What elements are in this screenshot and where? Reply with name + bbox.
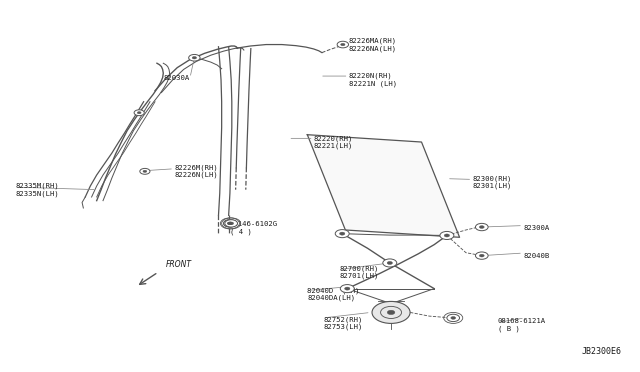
Text: 82030A: 82030A — [164, 75, 190, 81]
Text: 82040D  (RH)
82040DA(LH): 82040D (RH) 82040DA(LH) — [307, 287, 360, 301]
Circle shape — [344, 287, 350, 290]
Circle shape — [143, 170, 147, 173]
Circle shape — [140, 169, 150, 174]
Circle shape — [444, 234, 449, 237]
Circle shape — [227, 222, 232, 225]
Circle shape — [134, 110, 144, 116]
Circle shape — [383, 259, 397, 267]
Circle shape — [372, 301, 410, 323]
Circle shape — [223, 220, 236, 227]
Polygon shape — [307, 135, 460, 237]
Text: 82226MA(RH)
82226NA(LH): 82226MA(RH) 82226NA(LH) — [349, 38, 397, 52]
Circle shape — [479, 226, 484, 228]
Text: 82300A: 82300A — [523, 225, 549, 231]
Text: 82752(RH)
82753(LH): 82752(RH) 82753(LH) — [323, 317, 362, 330]
Circle shape — [447, 314, 460, 321]
Circle shape — [340, 43, 345, 46]
Circle shape — [337, 41, 349, 48]
Circle shape — [479, 254, 484, 257]
Text: 82700(RH)
82701(LH): 82700(RH) 82701(LH) — [339, 265, 378, 279]
Text: 82040B: 82040B — [523, 253, 549, 259]
Circle shape — [225, 220, 237, 227]
Circle shape — [387, 310, 395, 315]
Circle shape — [476, 223, 488, 231]
Circle shape — [189, 54, 200, 61]
Text: 08146-6102G
( 4 ): 08146-6102G ( 4 ) — [230, 221, 278, 235]
Circle shape — [451, 317, 456, 319]
Circle shape — [227, 222, 232, 225]
Circle shape — [228, 222, 234, 225]
Circle shape — [137, 112, 141, 114]
Text: 82335M(RH)
82335N(LH): 82335M(RH) 82335N(LH) — [15, 183, 60, 197]
Circle shape — [340, 232, 345, 235]
Circle shape — [340, 285, 355, 293]
Circle shape — [440, 231, 454, 240]
Text: 08168-6121A
( B ): 08168-6121A ( B ) — [498, 318, 546, 332]
Circle shape — [223, 220, 236, 227]
Text: 82300(RH)
82301(LH): 82300(RH) 82301(LH) — [472, 175, 511, 189]
Text: 82220(RH)
82221(LH): 82220(RH) 82221(LH) — [314, 135, 353, 149]
Circle shape — [192, 57, 196, 59]
Circle shape — [476, 252, 488, 259]
Text: FRONT: FRONT — [166, 260, 192, 269]
Text: JB2300E6: JB2300E6 — [581, 347, 621, 356]
Text: 82226M(RH)
82226N(LH): 82226M(RH) 82226N(LH) — [174, 164, 218, 178]
Circle shape — [387, 262, 392, 264]
Circle shape — [335, 230, 349, 238]
Text: 82220N(RH)
82221N (LH): 82220N(RH) 82221N (LH) — [349, 73, 397, 87]
